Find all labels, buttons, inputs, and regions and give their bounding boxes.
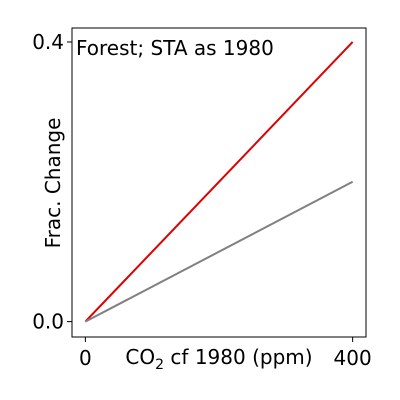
x-tick-label-1: 0	[79, 346, 92, 370]
series-line-1	[84, 41, 354, 323]
ticks-layer: 0 400 0.0 0.4	[32, 30, 372, 370]
x-axis-label-rest: cf 1980 (ppm)	[164, 345, 313, 369]
y-axis-label: Frac. Change	[41, 118, 65, 249]
plot-frame	[71, 27, 367, 338]
y-tick-label-1: 0.0	[32, 310, 64, 334]
x-axis-label-main: CO	[125, 345, 155, 369]
series-layer	[84, 41, 354, 323]
y-tick-label-2: 0.4	[32, 30, 64, 54]
chart-title: Forest; STA as 1980	[76, 36, 274, 60]
x-axis-label-subscript: 2	[155, 357, 164, 373]
series-line-2	[84, 180, 354, 323]
x-tick-label-2: 400	[334, 346, 372, 370]
x-axis-label: CO2 cf 1980 (ppm)	[125, 345, 312, 373]
